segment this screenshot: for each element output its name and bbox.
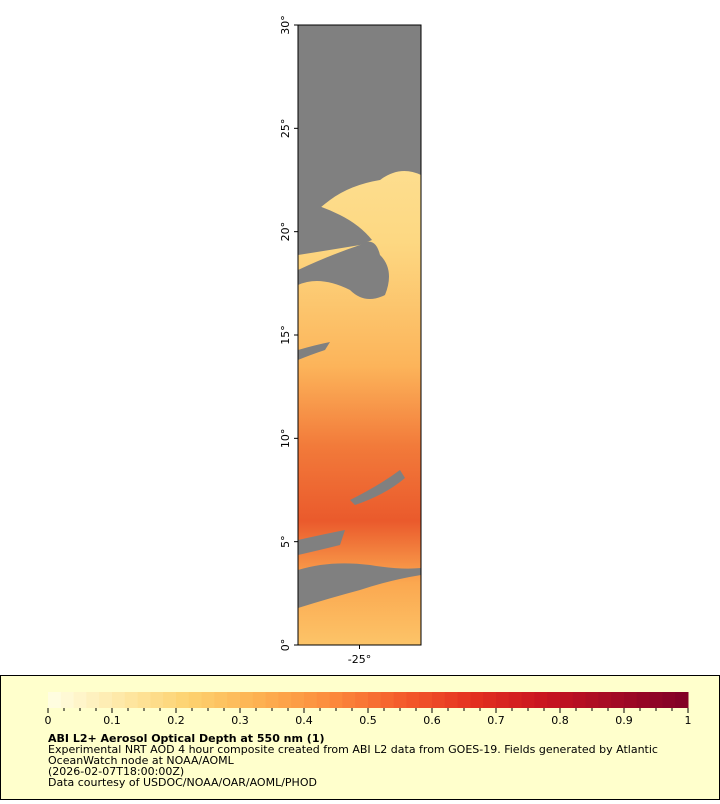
- colorbar-step: [176, 692, 190, 708]
- lat-tick-label: 25°: [279, 119, 292, 139]
- colorbar-step: [86, 692, 100, 708]
- colorbar-tick-label: 0.6: [423, 714, 441, 727]
- colorbar-step: [508, 692, 523, 708]
- colorbar-step: [214, 692, 228, 708]
- colorbar-step: [112, 692, 126, 708]
- colorbar-step: [188, 692, 203, 708]
- colorbar-step: [240, 692, 254, 708]
- colorbar-step: [444, 692, 459, 708]
- colorbar-step: [304, 692, 318, 708]
- colorbar-step: [598, 692, 612, 708]
- lat-tick-label: 10°: [279, 429, 292, 449]
- legend-line: OceanWatch node at NOAA/AOML: [48, 754, 235, 767]
- colorbar-step: [163, 692, 177, 708]
- colorbar-tick-label: 0.1: [103, 714, 121, 727]
- colorbar-step: [521, 692, 535, 708]
- colorbar-step: [649, 692, 663, 708]
- lat-tick-label: 5°: [279, 535, 292, 548]
- colorbar-step: [560, 692, 574, 708]
- colorbar-step: [342, 692, 356, 708]
- colorbar-tick-label: 0.8: [551, 714, 569, 727]
- colorbar-step: [278, 692, 292, 708]
- lat-tick-label: 0°: [279, 639, 292, 652]
- colorbar-step: [227, 692, 241, 708]
- colorbar-step: [99, 692, 113, 708]
- lon-tick-label: -25°: [348, 653, 371, 666]
- colorbar-step: [329, 692, 343, 708]
- legend-line: Data courtesy of USDOC/NOAA/OAR/AOML/PHO…: [48, 776, 317, 789]
- lat-tick-label: 15°: [279, 325, 292, 345]
- legend-title: ABI L2+ Aerosol Optical Depth at 550 nm …: [48, 732, 325, 745]
- colorbar-tick-label: 0: [45, 714, 52, 727]
- map-raster: [297, 24, 422, 646]
- legend-line: Experimental NRT AOD 4 hour composite cr…: [48, 743, 658, 756]
- colorbar-step: [636, 692, 651, 708]
- colorbar-step: [201, 692, 215, 708]
- axes: 0° 5° 10° 15° 20° 25° 30° -25°: [279, 15, 371, 666]
- colorbar-step: [316, 692, 331, 708]
- colorbar: 0 0.1 0.2 0.3 0.4 0.5 0.6 0.7 0.8 0.9 1: [45, 692, 692, 727]
- colorbar-step: [393, 692, 407, 708]
- colorbar-step: [419, 692, 433, 708]
- colorbar-step: [483, 692, 497, 708]
- colorbar-step: [611, 692, 625, 708]
- colorbar-step: [60, 692, 75, 708]
- colorbar-step: [124, 692, 139, 708]
- colorbar-step: [457, 692, 471, 708]
- colorbar-step: [547, 692, 561, 708]
- colorbar-step: [73, 692, 87, 708]
- colorbar-tick-label: 0.5: [359, 714, 377, 727]
- colorbar-step: [496, 692, 510, 708]
- colorbar-tick-label: 1: [685, 714, 692, 727]
- colorbar-step: [265, 692, 279, 708]
- lat-tick-label: 20°: [279, 222, 292, 242]
- colorbar-step: [291, 692, 305, 708]
- colorbar-step: [137, 692, 151, 708]
- colorbar-step: [470, 692, 484, 708]
- colorbar-tick-label: 0.9: [615, 714, 633, 727]
- colorbar-step: [380, 692, 395, 708]
- colorbar-step: [368, 692, 382, 708]
- colorbar-tick-label: 0.2: [167, 714, 185, 727]
- colorbar-step: [406, 692, 420, 708]
- colorbar-step: [150, 692, 164, 708]
- colorbar-tick-label: 0.3: [231, 714, 249, 727]
- colorbar-step: [675, 692, 689, 708]
- colorbar-step: [624, 692, 638, 708]
- legend-line: (2026-02-07T18:00:00Z): [48, 765, 184, 778]
- colorbar-tick-label: 0.7: [487, 714, 505, 727]
- colorbar-step: [585, 692, 599, 708]
- colorbar-step: [48, 692, 62, 708]
- colorbar-tick-label: 0.4: [295, 714, 313, 727]
- colorbar-step: [572, 692, 587, 708]
- lat-tick-label: 30°: [279, 15, 292, 35]
- colorbar-step: [534, 692, 548, 708]
- colorbar-step: [432, 692, 446, 708]
- colorbar-step: [662, 692, 676, 708]
- colorbar-step: [355, 692, 369, 708]
- colorbar-step: [252, 692, 267, 708]
